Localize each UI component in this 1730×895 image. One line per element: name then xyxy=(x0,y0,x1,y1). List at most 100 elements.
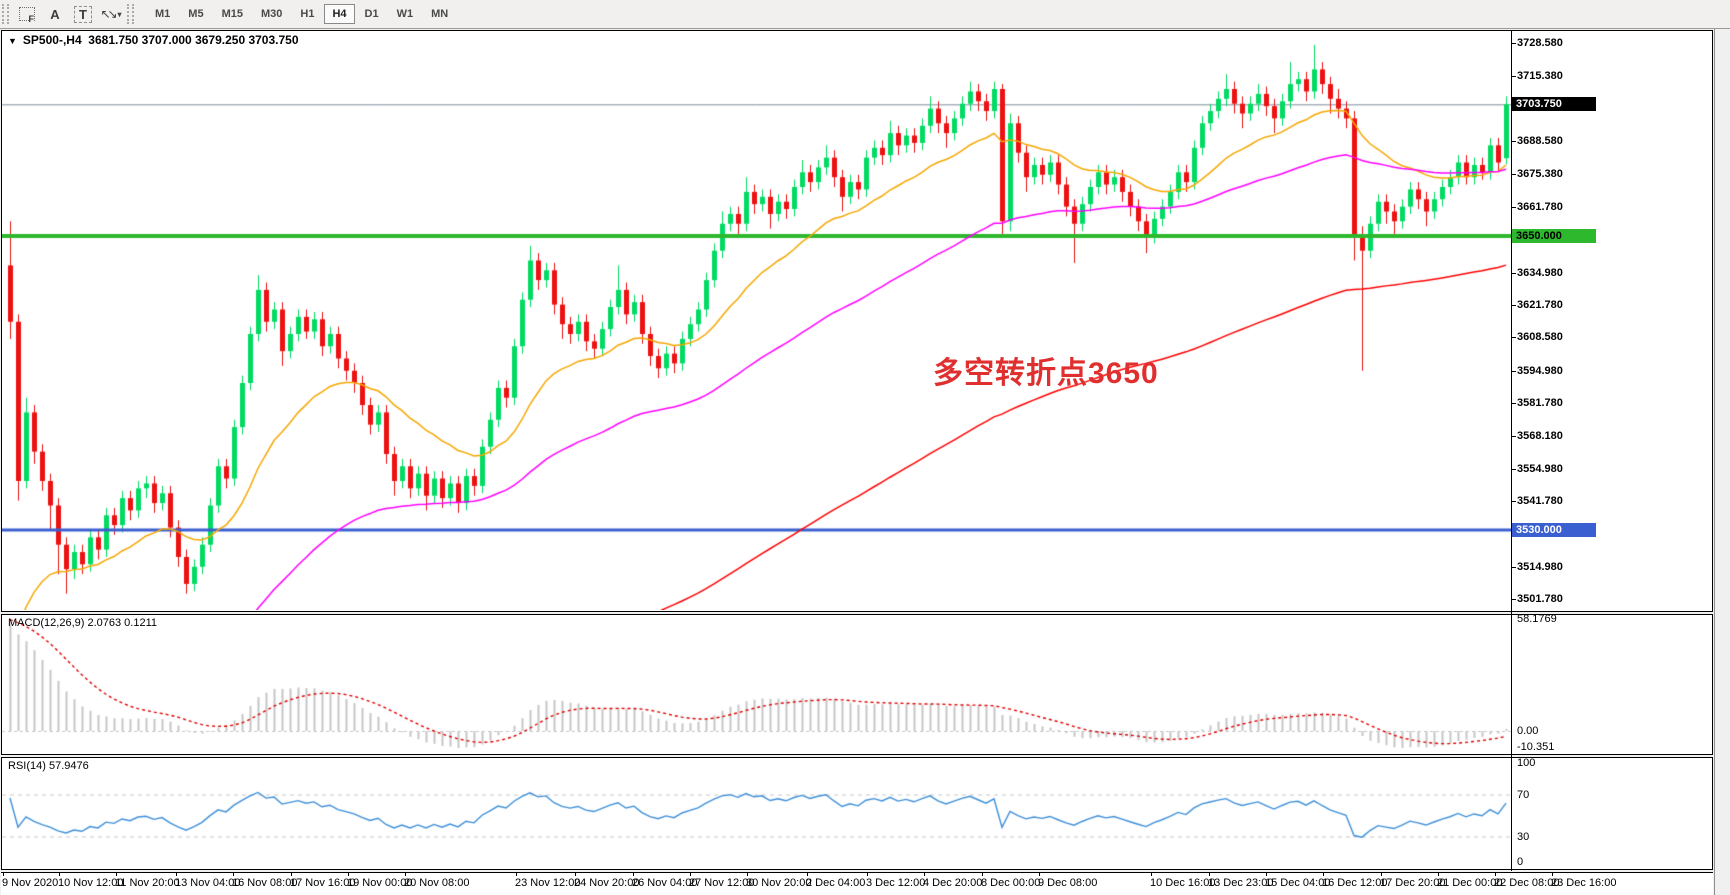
current-price-label: 3703.750 xyxy=(1512,97,1596,112)
tf-button-h1[interactable]: H1 xyxy=(300,8,315,20)
tf-button-mn[interactable]: MN xyxy=(431,8,449,20)
rsi-title: RSI(14) 57.9476 xyxy=(8,760,89,772)
time-tick-label: 4 Dec 20:00 xyxy=(923,877,983,889)
ohlc-values: 3681.750 3707.000 3679.250 3703.750 xyxy=(88,33,299,47)
price-axis-tick xyxy=(1512,599,1516,601)
text-tool-button[interactable]: T xyxy=(71,3,95,25)
text-tool-icon: T xyxy=(74,5,92,23)
time-axis-tick xyxy=(176,872,177,876)
price-tick-label: 3594.980 xyxy=(1517,364,1563,377)
time-tick-label: 19 Nov 00:00 xyxy=(347,877,413,889)
time-tick-label: 24 Nov 20:00 xyxy=(574,877,640,889)
price-tick-label: 3554.980 xyxy=(1517,462,1563,475)
time-axis-tick xyxy=(1495,872,1496,876)
chart-title: ▼ SP500-,H4 3681.750 3707.000 3679.250 37… xyxy=(8,33,299,47)
time-tick-label: 21 Dec 00:00 xyxy=(1437,877,1503,889)
time-axis xyxy=(1,872,1713,895)
support-level-label: 3530.000 xyxy=(1512,523,1596,537)
price-tick-label: 3608.580 xyxy=(1517,331,1563,344)
tf-button-m1[interactable]: M1 xyxy=(155,8,171,20)
collapse-triangle-icon[interactable]: ▼ xyxy=(8,36,17,46)
price-tick-label: 3621.780 xyxy=(1517,299,1563,312)
time-tick-label: 23 Dec 16:00 xyxy=(1551,877,1617,889)
time-tick-label: 23 Nov 12:00 xyxy=(515,877,581,889)
cursor-tool-button[interactable]: ↖↘ ▾ xyxy=(99,3,123,25)
price-tick-label: 3688.580 xyxy=(1517,135,1563,148)
price-axis-tick xyxy=(1512,75,1516,77)
price-tick-label: 3568.180 xyxy=(1517,430,1563,443)
time-axis-tick xyxy=(233,872,234,876)
price-axis-tick xyxy=(1512,272,1516,274)
tf-button-d1[interactable]: D1 xyxy=(364,8,379,20)
price-axis-tick xyxy=(1512,173,1516,175)
time-tick-label: 9 Nov 2020 xyxy=(2,877,59,889)
price-axis-tick xyxy=(1512,403,1516,405)
axis-divider xyxy=(1511,30,1512,871)
time-axis-tick xyxy=(1381,872,1382,876)
time-axis-tick xyxy=(1209,872,1210,876)
price-tick-label: 3634.980 xyxy=(1517,266,1563,279)
macd-canvas[interactable] xyxy=(2,615,1511,754)
time-tick-label: 3 Dec 12:00 xyxy=(866,877,926,889)
time-axis-tick xyxy=(924,872,925,876)
price-tick-label: 3661.780 xyxy=(1517,201,1563,214)
time-axis-tick xyxy=(291,872,292,876)
time-tick-label: 16 Nov 08:00 xyxy=(232,877,298,889)
time-axis-tick xyxy=(575,872,576,876)
chart-shift-button[interactable]: F xyxy=(15,3,39,25)
time-tick-label: 17 Nov 16:00 xyxy=(290,877,356,889)
time-tick-label: 17 Dec 20:00 xyxy=(1380,877,1446,889)
price-tick-label: 3728.580 xyxy=(1517,37,1563,50)
tf-button-h4[interactable]: H4 xyxy=(324,4,355,24)
symbol-label: SP500-,H4 xyxy=(22,33,82,47)
tf-button-m30[interactable]: M30 xyxy=(260,8,283,20)
chevron-down-icon: ▾ xyxy=(117,9,122,19)
time-tick-label: 2 Dec 04:00 xyxy=(806,877,866,889)
price-tick-label: 3715.380 xyxy=(1517,69,1563,82)
time-axis-tick xyxy=(1266,872,1267,876)
time-tick-label: 26 Nov 04:00 xyxy=(632,877,698,889)
time-tick-label: 22 Dec 08:00 xyxy=(1494,877,1560,889)
toolbar-grip[interactable] xyxy=(2,4,9,24)
time-axis-tick xyxy=(807,872,808,876)
time-axis-tick xyxy=(633,872,634,876)
font-tool-icon: A xyxy=(50,6,60,22)
price-tick-label: 3514.980 xyxy=(1517,560,1563,573)
window-scroll-strip[interactable] xyxy=(1714,29,1730,895)
toolbar-grip[interactable] xyxy=(127,4,134,24)
font-tool-button[interactable]: A xyxy=(43,3,67,25)
time-tick-label: 10 Dec 16:00 xyxy=(1150,877,1216,889)
time-axis-tick xyxy=(59,872,60,876)
time-axis-tick xyxy=(116,872,117,876)
tf-button-m15[interactable]: M15 xyxy=(221,8,243,20)
chart-text-annotation[interactable]: 多空转折点3650 xyxy=(933,357,1159,390)
price-tick-label: 3541.780 xyxy=(1517,495,1563,508)
rsi-scale-label: 30 xyxy=(1517,830,1530,843)
tf-button-m5[interactable]: M5 xyxy=(188,8,204,20)
time-tick-label: 20 Nov 08:00 xyxy=(404,877,470,889)
time-axis-tick xyxy=(690,872,691,876)
price-axis-tick xyxy=(1512,305,1516,307)
cursor-arrows-icon: ↖↘ xyxy=(100,7,117,21)
tf-button-w1[interactable]: W1 xyxy=(396,8,414,20)
rsi-scale-label: 100 xyxy=(1517,757,1536,769)
time-axis-tick xyxy=(982,872,983,876)
price-axis-tick xyxy=(1512,468,1516,470)
macd-scale-label: 58.1769 xyxy=(1517,613,1557,625)
macd-title: MACD(12,26,9) 2.0763 0.1211 xyxy=(8,617,158,629)
candlestick-canvas[interactable] xyxy=(2,31,1511,610)
rsi-scale-label: 0 xyxy=(1517,856,1524,868)
rsi-canvas[interactable] xyxy=(2,758,1511,869)
time-axis-tick xyxy=(348,872,349,876)
price-axis-tick xyxy=(1512,436,1516,438)
price-axis-tick xyxy=(1512,566,1516,568)
price-axis-tick xyxy=(1512,501,1516,503)
time-tick-label: 15 Dec 04:00 xyxy=(1265,877,1331,889)
timeframe-group: M1 M5 M15 M30 H1 H4 D1 W1 MN xyxy=(146,4,457,24)
chart-shift-icon: F xyxy=(19,7,35,24)
price-axis-tick xyxy=(1512,337,1516,339)
time-axis-tick xyxy=(405,872,406,876)
time-tick-label: 8 Dec 00:00 xyxy=(981,877,1041,889)
price-axis-tick xyxy=(1512,141,1516,143)
